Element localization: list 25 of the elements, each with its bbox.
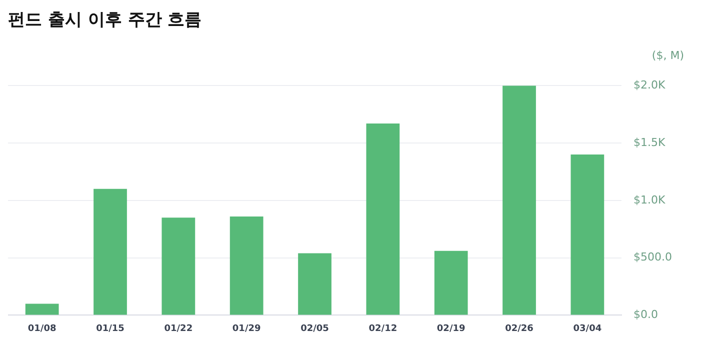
- bar: [162, 218, 196, 315]
- bar: [434, 250, 468, 315]
- x-tick-label: 02/12: [368, 324, 398, 334]
- x-tick-label: 01/29: [232, 324, 261, 334]
- y-tick-label: $0.0: [634, 308, 658, 322]
- x-tick-label: 01/08: [28, 324, 56, 334]
- x-tick-label: 01/22: [164, 324, 193, 334]
- bar: [298, 253, 332, 315]
- bar: [366, 123, 400, 315]
- bar: [94, 188, 127, 315]
- bar: [502, 86, 536, 315]
- y-tick-label: $1.0K: [634, 193, 666, 206]
- bar: [25, 304, 59, 315]
- x-tick-label: 02/19: [436, 324, 466, 334]
- y-axis-title: ($, M): [650, 49, 685, 64]
- bar: [570, 154, 604, 315]
- x-tick-label: 02/05: [300, 324, 329, 334]
- chart-title: 펀드 출시 이후 주간 흐름: [8, 9, 203, 31]
- x-tick-label: 02/26: [505, 324, 534, 334]
- x-tick-label: 03/04: [573, 324, 602, 334]
- bar: [230, 216, 264, 315]
- x-tick-label: 01/15: [96, 324, 124, 334]
- y-tick-label: $2.0K: [634, 78, 666, 92]
- y-tick-label: $1.5K: [634, 136, 666, 149]
- y-tick-label: $500.0: [634, 250, 672, 264]
